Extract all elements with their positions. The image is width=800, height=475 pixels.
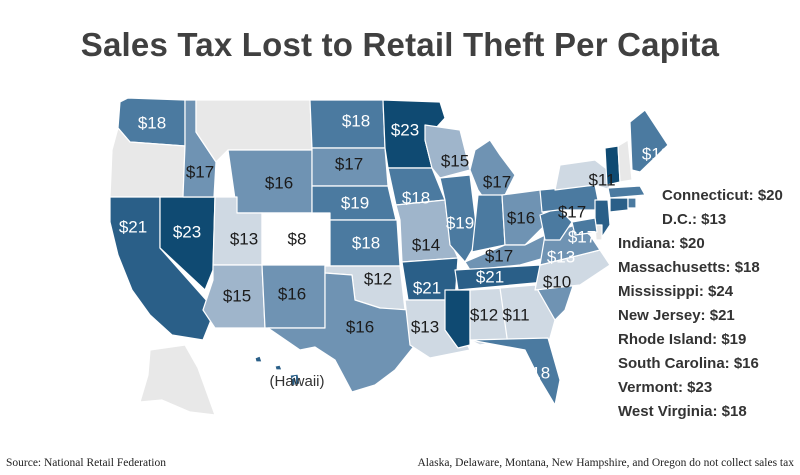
state-ct <box>609 197 629 213</box>
state-label-mo: $14 <box>412 235 440 254</box>
small-state-entry: Massachusetts: $18 <box>618 259 760 276</box>
state-label-id: $17 <box>186 162 214 181</box>
state-ms <box>444 289 471 349</box>
state-label-nv: $23 <box>173 222 201 241</box>
state-label-az: $15 <box>223 286 251 305</box>
state-hi <box>254 355 301 387</box>
state-tx <box>267 272 416 393</box>
state-label-ut: $13 <box>230 229 258 248</box>
small-state-entry: Connecticut: $20 <box>662 187 783 204</box>
state-fl <box>469 337 561 406</box>
state-label-hi: $12 <box>281 372 309 391</box>
state-label-va: $17 <box>558 202 586 221</box>
state-me <box>629 109 669 173</box>
state-label-pa: $17 <box>568 227 596 246</box>
state-label-ny: $11 <box>588 170 615 189</box>
state-mi <box>469 139 516 201</box>
state-label-al: $12 <box>470 305 498 324</box>
small-state-entry: South Carolina: $16 <box>618 355 759 372</box>
state-label-oh: $16 <box>507 208 535 227</box>
state-label-ar: $21 <box>413 278 441 297</box>
state-label-ok: $12 <box>364 269 392 288</box>
state-label-wa: $18 <box>138 113 166 132</box>
state-label-mi: $17 <box>483 172 511 191</box>
state-ri <box>627 197 637 209</box>
state-label-ky: $17 <box>485 246 513 265</box>
state-label-tx: $16 <box>346 317 374 336</box>
small-state-entry: Vermont: $23 <box>618 379 713 396</box>
small-state-entry: Mississippi: $24 <box>618 283 734 300</box>
state-label-la: $13 <box>411 317 439 336</box>
state-label-me: $18 <box>642 144 670 163</box>
state-label-wi: $15 <box>441 151 469 170</box>
state-label-ks: $18 <box>352 233 380 252</box>
state-nh <box>617 139 633 183</box>
state-label-nd: $18 <box>342 111 370 130</box>
state-label-ne: $19 <box>341 193 369 212</box>
state-ma <box>607 185 646 199</box>
hawaii-caption: (Hawaii) <box>269 373 325 390</box>
state-label-wy: $16 <box>265 173 293 192</box>
state-md <box>571 217 598 236</box>
state-label-mn: $23 <box>391 120 419 139</box>
small-state-entry: Rhode Island: $19 <box>618 331 747 348</box>
state-label-ca: $21 <box>119 217 147 236</box>
state-label-ga: $11 <box>502 305 529 324</box>
no-sales-tax-note: Alaska, Delaware, Montana, New Hampshire… <box>417 457 794 469</box>
state-label-fl: $18 <box>522 363 550 382</box>
state-in <box>471 194 506 253</box>
state-label-nc: $10 <box>543 272 571 291</box>
state-oh <box>501 189 546 246</box>
small-states-list: Connecticut: $20 D.C.: $13 Indiana: $20 Mas… <box>618 184 783 424</box>
state-label-tn: $21 <box>476 267 504 286</box>
state-label-wv: $13 <box>547 247 575 266</box>
state-ak <box>139 344 216 416</box>
state-label-co: $8 <box>288 229 307 248</box>
state-label-sd: $17 <box>335 154 363 173</box>
state-label-ia: $18 <box>402 188 430 207</box>
small-state-entry: New Jersey: $21 <box>618 307 735 324</box>
source-note: Source: National Retail Federation <box>6 457 166 469</box>
state-ga <box>499 284 556 346</box>
state-label-il: $19 <box>446 213 474 232</box>
small-state-entry: West Virginia: $18 <box>618 403 747 420</box>
state-label-nm: $16 <box>278 284 306 303</box>
map-title: Sales Tax Lost to Retail Theft Per Capit… <box>80 26 720 63</box>
small-state-entry: Indiana: $20 <box>618 235 705 252</box>
small-state-entry: D.C.: $13 <box>662 211 727 228</box>
